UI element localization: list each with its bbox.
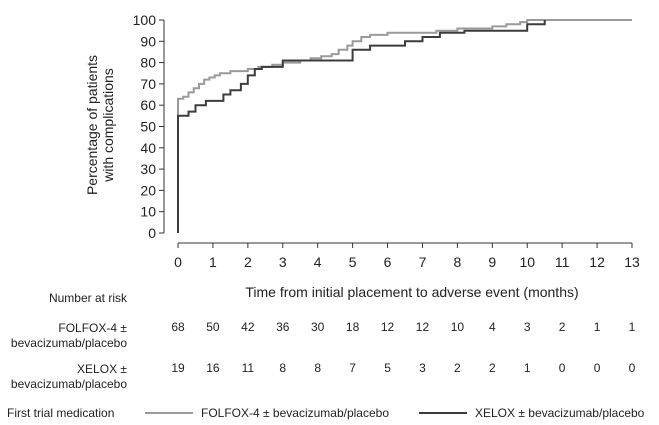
y-tick-label: 70 — [140, 76, 156, 92]
x-axis-title: Time from initial placement to adverse e… — [245, 284, 578, 300]
x-tick-label: 7 — [419, 254, 427, 270]
risk-value: 18 — [346, 320, 360, 334]
x-tick-label: 13 — [624, 254, 640, 270]
y-axis-title-line1: Percentage of patients — [84, 55, 100, 195]
x-tick-label: 9 — [488, 254, 496, 270]
risk-value: 2 — [489, 361, 496, 375]
x-tick-label: 3 — [279, 254, 287, 270]
risk-value: 1 — [594, 320, 601, 334]
risk-value: 10 — [451, 320, 465, 334]
y-tick-label: 60 — [140, 97, 156, 113]
risk-value: 5 — [384, 361, 391, 375]
risk-value: 3 — [524, 320, 531, 334]
risk-value: 7 — [349, 361, 356, 375]
risk-value: 8 — [314, 361, 321, 375]
y-tick-label: 0 — [148, 225, 156, 241]
x-tick-label: 5 — [349, 254, 357, 270]
y-tick-label: 40 — [140, 140, 156, 156]
risk-value: 2 — [454, 361, 461, 375]
x-tick-label: 2 — [244, 254, 252, 270]
curves — [177, 19, 632, 233]
x-tick-label: 12 — [589, 254, 605, 270]
series-line-folfox — [177, 19, 632, 233]
risk-value: 4 — [489, 320, 496, 334]
risk-value: 1 — [524, 361, 531, 375]
legend-label-folfox: FOLFOX-4 ± bevacizumab/placebo — [201, 406, 389, 420]
risk-value: 12 — [416, 320, 430, 334]
y-axis-title-line2: with complications — [100, 68, 116, 183]
risk-row-label-line2: bevacizumab/placebo — [11, 377, 127, 391]
y-tick-label: 10 — [140, 204, 156, 220]
x-tick-label: 4 — [314, 254, 322, 270]
x-tick-label: 8 — [453, 254, 461, 270]
x-tick-label: 11 — [555, 254, 570, 270]
x-tick-label: 1 — [209, 254, 217, 270]
y-tick-label: 30 — [140, 161, 156, 177]
x-tick-label: 0 — [174, 254, 182, 270]
risk-table: Number at risk FOLFOX-4 ± bevacizumab/pl… — [11, 291, 636, 391]
risk-value: 0 — [629, 361, 636, 375]
risk-value: 19 — [171, 361, 185, 375]
risk-value: 11 — [242, 361, 255, 375]
y-tick-label: 20 — [140, 182, 156, 198]
risk-value: 42 — [241, 320, 255, 334]
risk-value: 12 — [381, 320, 395, 334]
legend: First trial medication FOLFOX-4 ± bevaci… — [7, 406, 645, 420]
risk-table-heading: Number at risk — [49, 291, 128, 305]
y-tick-label: 100 — [133, 12, 157, 28]
x-tick-label: 10 — [519, 254, 535, 270]
risk-value: 16 — [206, 361, 220, 375]
risk-value: 8 — [279, 361, 286, 375]
y-axis: 0 10 20 30 40 50 60 70 80 90 100 — [133, 12, 165, 241]
y-tick-label: 50 — [140, 119, 156, 135]
risk-value: 2 — [559, 320, 566, 334]
risk-value: 0 — [559, 361, 566, 375]
legend-title: First trial medication — [7, 406, 114, 420]
risk-value: 50 — [206, 320, 220, 334]
risk-value: 36 — [276, 320, 290, 334]
risk-row-label-line2: bevacizumab/placebo — [11, 336, 127, 350]
risk-value: 3 — [419, 361, 426, 375]
risk-value: 0 — [594, 361, 601, 375]
risk-value: 30 — [311, 320, 325, 334]
x-axis: 0 1 2 3 4 5 6 7 8 9 10 11 12 13 — [174, 242, 640, 270]
risk-value: 1 — [629, 320, 636, 334]
risk-value: 68 — [171, 320, 185, 334]
series-line-xelox — [177, 20, 546, 233]
y-tick-label: 90 — [140, 33, 156, 49]
legend-label-xelox: XELOX ± bevacizumab/placebo — [475, 406, 645, 420]
risk-row-label-line1: FOLFOX-4 ± — [58, 321, 127, 335]
y-tick-label: 80 — [140, 55, 156, 71]
x-tick-label: 6 — [384, 254, 392, 270]
risk-row-label-line1: XELOX ± — [77, 362, 127, 376]
